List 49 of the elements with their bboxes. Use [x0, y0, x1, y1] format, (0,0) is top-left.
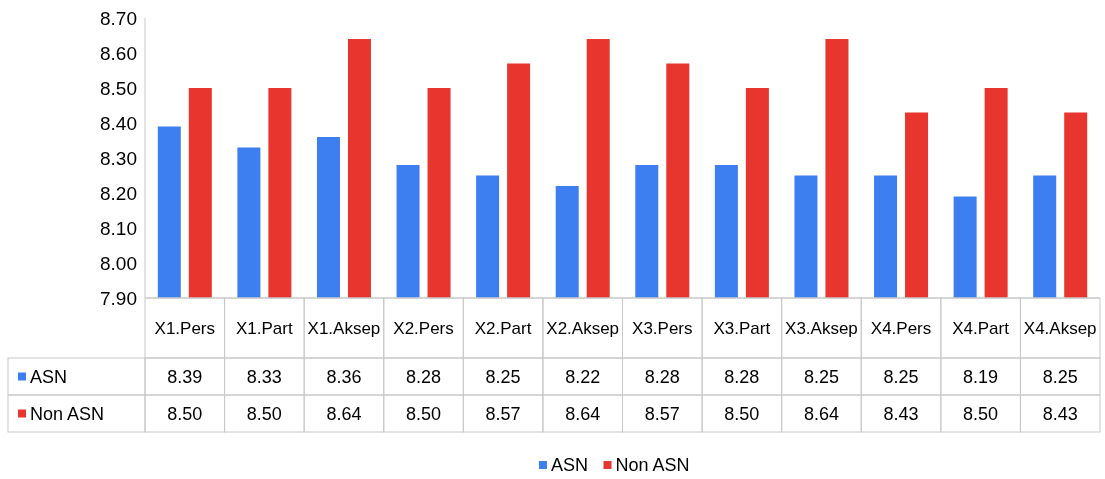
y-tick-label: 8.10: [100, 217, 137, 239]
legend-label: Non ASN: [30, 403, 105, 424]
data-label: 8.43: [883, 403, 919, 424]
data-label: 8.28: [644, 366, 680, 387]
data-label: 8.64: [803, 403, 839, 424]
y-tick-label: 8.00: [100, 252, 137, 274]
data-label: 8.50: [246, 403, 282, 424]
y-tick-label: 8.20: [100, 182, 137, 204]
x-tick-label: X3.Pers: [632, 318, 693, 338]
data-label: 8.25: [803, 366, 839, 387]
y-tick-label: 7.90: [100, 287, 137, 309]
y-tick-label: 8.60: [100, 42, 137, 64]
x-tick-label: X2.Pers: [393, 318, 454, 338]
y-tick-label: 8.40: [100, 112, 137, 134]
text: Non ASN: [615, 455, 690, 476]
x-tick-label: X1.Pers: [154, 318, 216, 338]
x-tick-label: X4.Part: [952, 318, 1010, 338]
x-tick-label: X3.Aksep: [785, 318, 858, 338]
data-label: 8.50: [724, 403, 760, 424]
data-label: 8.25: [1042, 366, 1078, 387]
data-label: 8.28: [406, 366, 442, 387]
data-label: 8.50: [167, 403, 203, 424]
data-label: 8.50: [963, 403, 999, 424]
y-tick-label: 8.30: [100, 147, 137, 169]
x-tick-label: X1.Part: [236, 318, 293, 338]
x-tick-label: X4.Pers: [870, 318, 932, 338]
data-label: 8.22: [565, 366, 601, 387]
x-tick-label: X3.Part: [713, 318, 771, 338]
data-label: 8.57: [644, 403, 680, 424]
data-label: 8.33: [246, 366, 282, 387]
data-label: 8.28: [724, 366, 760, 387]
data-label: 8.43: [1042, 403, 1078, 424]
y-tick-label: 8.50: [100, 77, 137, 99]
data-label: 8.36: [326, 366, 362, 387]
x-tick-label: X1.Aksep: [307, 318, 381, 338]
text: ASN: [551, 455, 589, 476]
data-label: 8.57: [485, 403, 521, 424]
legend-label: ASN: [30, 366, 68, 387]
data-label: 8.25: [485, 366, 521, 387]
x-tick-label: X2.Aksep: [546, 318, 620, 338]
data-label: 8.50: [406, 403, 442, 424]
data-label: 8.25: [883, 366, 919, 387]
data-label: 8.64: [565, 403, 601, 424]
data-label: 8.39: [167, 366, 203, 387]
data-label: 8.19: [963, 366, 999, 387]
data-label: 8.64: [326, 403, 362, 424]
x-tick-label: X2.Part: [474, 318, 532, 338]
x-tick-label: X4.Aksep: [1023, 318, 1097, 338]
y-tick-label: 8.70: [100, 7, 137, 29]
